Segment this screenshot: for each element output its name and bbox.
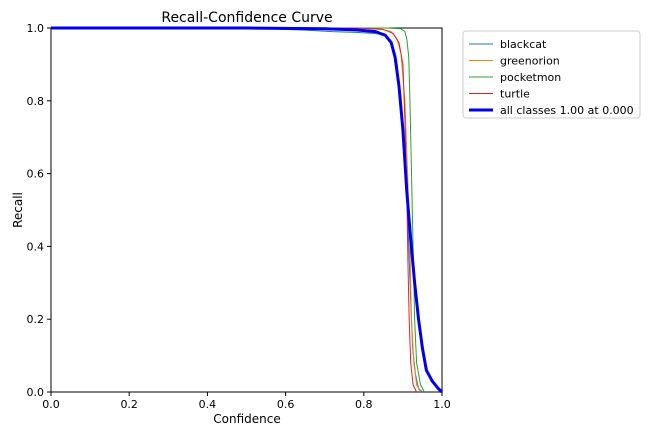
x-tick-label: 0.0 — [42, 398, 60, 411]
plot-area — [50, 27, 443, 393]
legend-label: turtle — [500, 88, 530, 101]
y-tick-label: 0.2 — [27, 313, 45, 326]
x-tick-label: 0.8 — [355, 398, 373, 411]
y-tick-label: 0.6 — [27, 168, 45, 181]
legend-label: greenorion — [500, 55, 560, 68]
series-line-2 — [51, 27, 425, 393]
legend-label: all classes 1.00 at 0.000 — [500, 104, 634, 117]
x-axis-label: Confidence — [213, 412, 280, 426]
series-line-4 — [51, 26, 444, 394]
y-tick-label: 1.0 — [27, 22, 45, 35]
y-tick-label: 0.4 — [27, 240, 45, 253]
series-line-3 — [51, 27, 418, 393]
series-lines — [51, 26, 444, 394]
legend: blackcat greenorion pocketmon turtle all cla… — [462, 30, 641, 119]
legend-label: blackcat — [500, 38, 547, 51]
y-axis-label: Recall — [11, 192, 25, 228]
axis-ticks: 0.0 0.2 0.4 0.6 0.8 1.0 0.0 0.2 0.4 0.6 0.8 1.0 — [27, 22, 451, 411]
x-tick-label: 0.6 — [277, 398, 295, 411]
y-tick-label: 0.0 — [27, 386, 45, 399]
series-line-1 — [51, 27, 421, 393]
x-tick-label: 0.4 — [199, 398, 217, 411]
legend-box — [462, 30, 641, 119]
series-line-0 — [51, 27, 423, 393]
x-tick-label: 1.0 — [433, 398, 451, 411]
x-tick-label: 0.2 — [120, 398, 138, 411]
chart-title: Recall-Confidence Curve — [161, 10, 332, 26]
legend-label: pocketmon — [500, 71, 561, 84]
y-tick-label: 0.8 — [27, 95, 45, 108]
